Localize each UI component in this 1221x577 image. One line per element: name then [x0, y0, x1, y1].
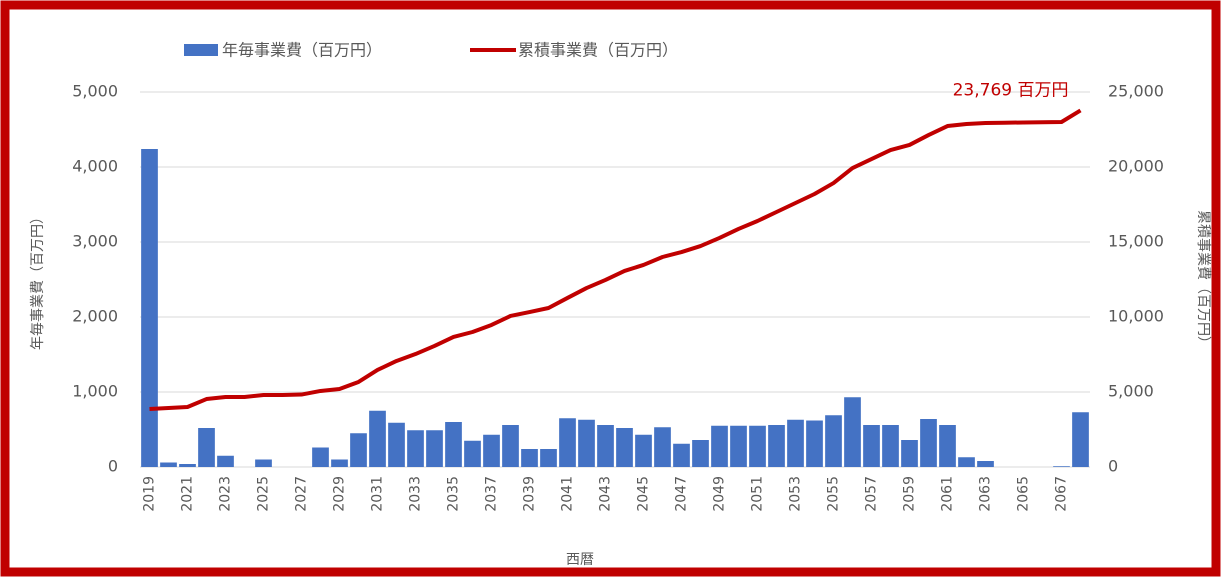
x-tick-label: 2021 [180, 476, 196, 512]
x-tick-label: 2059 [902, 476, 918, 512]
x-tick-label: 2047 [674, 476, 690, 512]
x-tick-label: 2043 [598, 476, 614, 512]
y-tick-label: 5,000 [72, 82, 118, 101]
x-tick-label: 2045 [636, 476, 652, 512]
bar [635, 434, 652, 467]
bar [882, 425, 899, 467]
legend-swatch [184, 44, 218, 56]
bar [787, 419, 804, 467]
bar [692, 440, 709, 467]
bar [388, 422, 405, 467]
bar [521, 449, 538, 467]
x-tick-label: 2029 [332, 476, 348, 512]
bar [711, 425, 728, 467]
bar [217, 455, 234, 467]
bar [844, 397, 861, 467]
bar [616, 428, 633, 467]
bar [597, 425, 614, 467]
x-tick-label: 2025 [256, 476, 272, 512]
y2-axis-title: 累積事業費（百万円） [1195, 210, 1211, 350]
y-tick-label: 4,000 [72, 157, 118, 176]
x-tick-label: 2051 [750, 476, 766, 512]
x-tick-label: 2033 [408, 476, 424, 512]
y-axis-title: 年毎事業費（百万円） [30, 210, 46, 350]
bar [141, 149, 158, 467]
bar [901, 440, 918, 467]
bar [179, 464, 196, 467]
y2-tick-label: 0 [1108, 457, 1118, 476]
x-tick-label: 2065 [1016, 476, 1032, 512]
x-tick-label: 2039 [522, 476, 538, 512]
x-tick-label: 2041 [560, 476, 576, 512]
x-axis-title: 西暦 [566, 552, 594, 568]
bar [559, 418, 576, 467]
y2-tick-label: 25,000 [1108, 82, 1164, 101]
bar [920, 419, 937, 467]
bar [863, 425, 880, 467]
x-tick-label: 2055 [826, 476, 842, 512]
y-tick-label: 1,000 [72, 382, 118, 401]
bar [312, 447, 329, 467]
bar [749, 425, 766, 467]
x-tick-label: 2053 [788, 476, 804, 512]
x-tick-label: 2057 [864, 476, 880, 512]
legend-label: 累積事業費（百万円） [518, 41, 678, 60]
y-tick-label: 0 [108, 457, 118, 476]
bar [673, 443, 690, 467]
bar [445, 422, 462, 467]
y-tick-label: 3,000 [72, 232, 118, 251]
x-tick-label: 2019 [142, 476, 158, 512]
x-tick-label: 2027 [294, 476, 310, 512]
bar [654, 427, 671, 467]
x-tick-label: 2063 [978, 476, 994, 512]
x-tick-label: 2067 [1054, 476, 1070, 512]
y-tick-label: 2,000 [72, 307, 118, 326]
bar [825, 415, 842, 467]
y2-tick-label: 20,000 [1108, 157, 1164, 176]
bar [977, 461, 994, 467]
bar [540, 449, 557, 467]
bar [730, 425, 747, 467]
bar [426, 430, 443, 467]
x-tick-label: 2049 [712, 476, 728, 512]
x-tick-label: 2037 [484, 476, 500, 512]
bar [939, 425, 956, 467]
bar [255, 459, 272, 467]
y2-tick-label: 15,000 [1108, 232, 1164, 251]
bar [958, 457, 975, 467]
bar [160, 462, 177, 467]
legend-label: 年毎事業費（百万円） [222, 41, 382, 60]
x-tick-label: 2061 [940, 476, 956, 512]
bar [350, 433, 367, 467]
bar [1053, 466, 1070, 467]
bar [1072, 412, 1089, 467]
x-tick-label: 2035 [446, 476, 462, 512]
y2-tick-label: 5,000 [1108, 382, 1154, 401]
bar [369, 410, 386, 467]
bar [768, 425, 785, 467]
bar [502, 425, 519, 467]
bar [806, 420, 823, 467]
bar [407, 430, 424, 467]
x-tick-label: 2031 [370, 476, 386, 512]
x-tick-label: 2023 [218, 476, 234, 512]
y2-tick-label: 10,000 [1108, 307, 1164, 326]
bar [578, 419, 595, 467]
annotation: 23,769 百万円 [953, 80, 1069, 100]
line [149, 108, 1082, 411]
bar [331, 459, 348, 467]
bar [464, 440, 481, 467]
bar [198, 428, 215, 467]
bar [483, 434, 500, 467]
